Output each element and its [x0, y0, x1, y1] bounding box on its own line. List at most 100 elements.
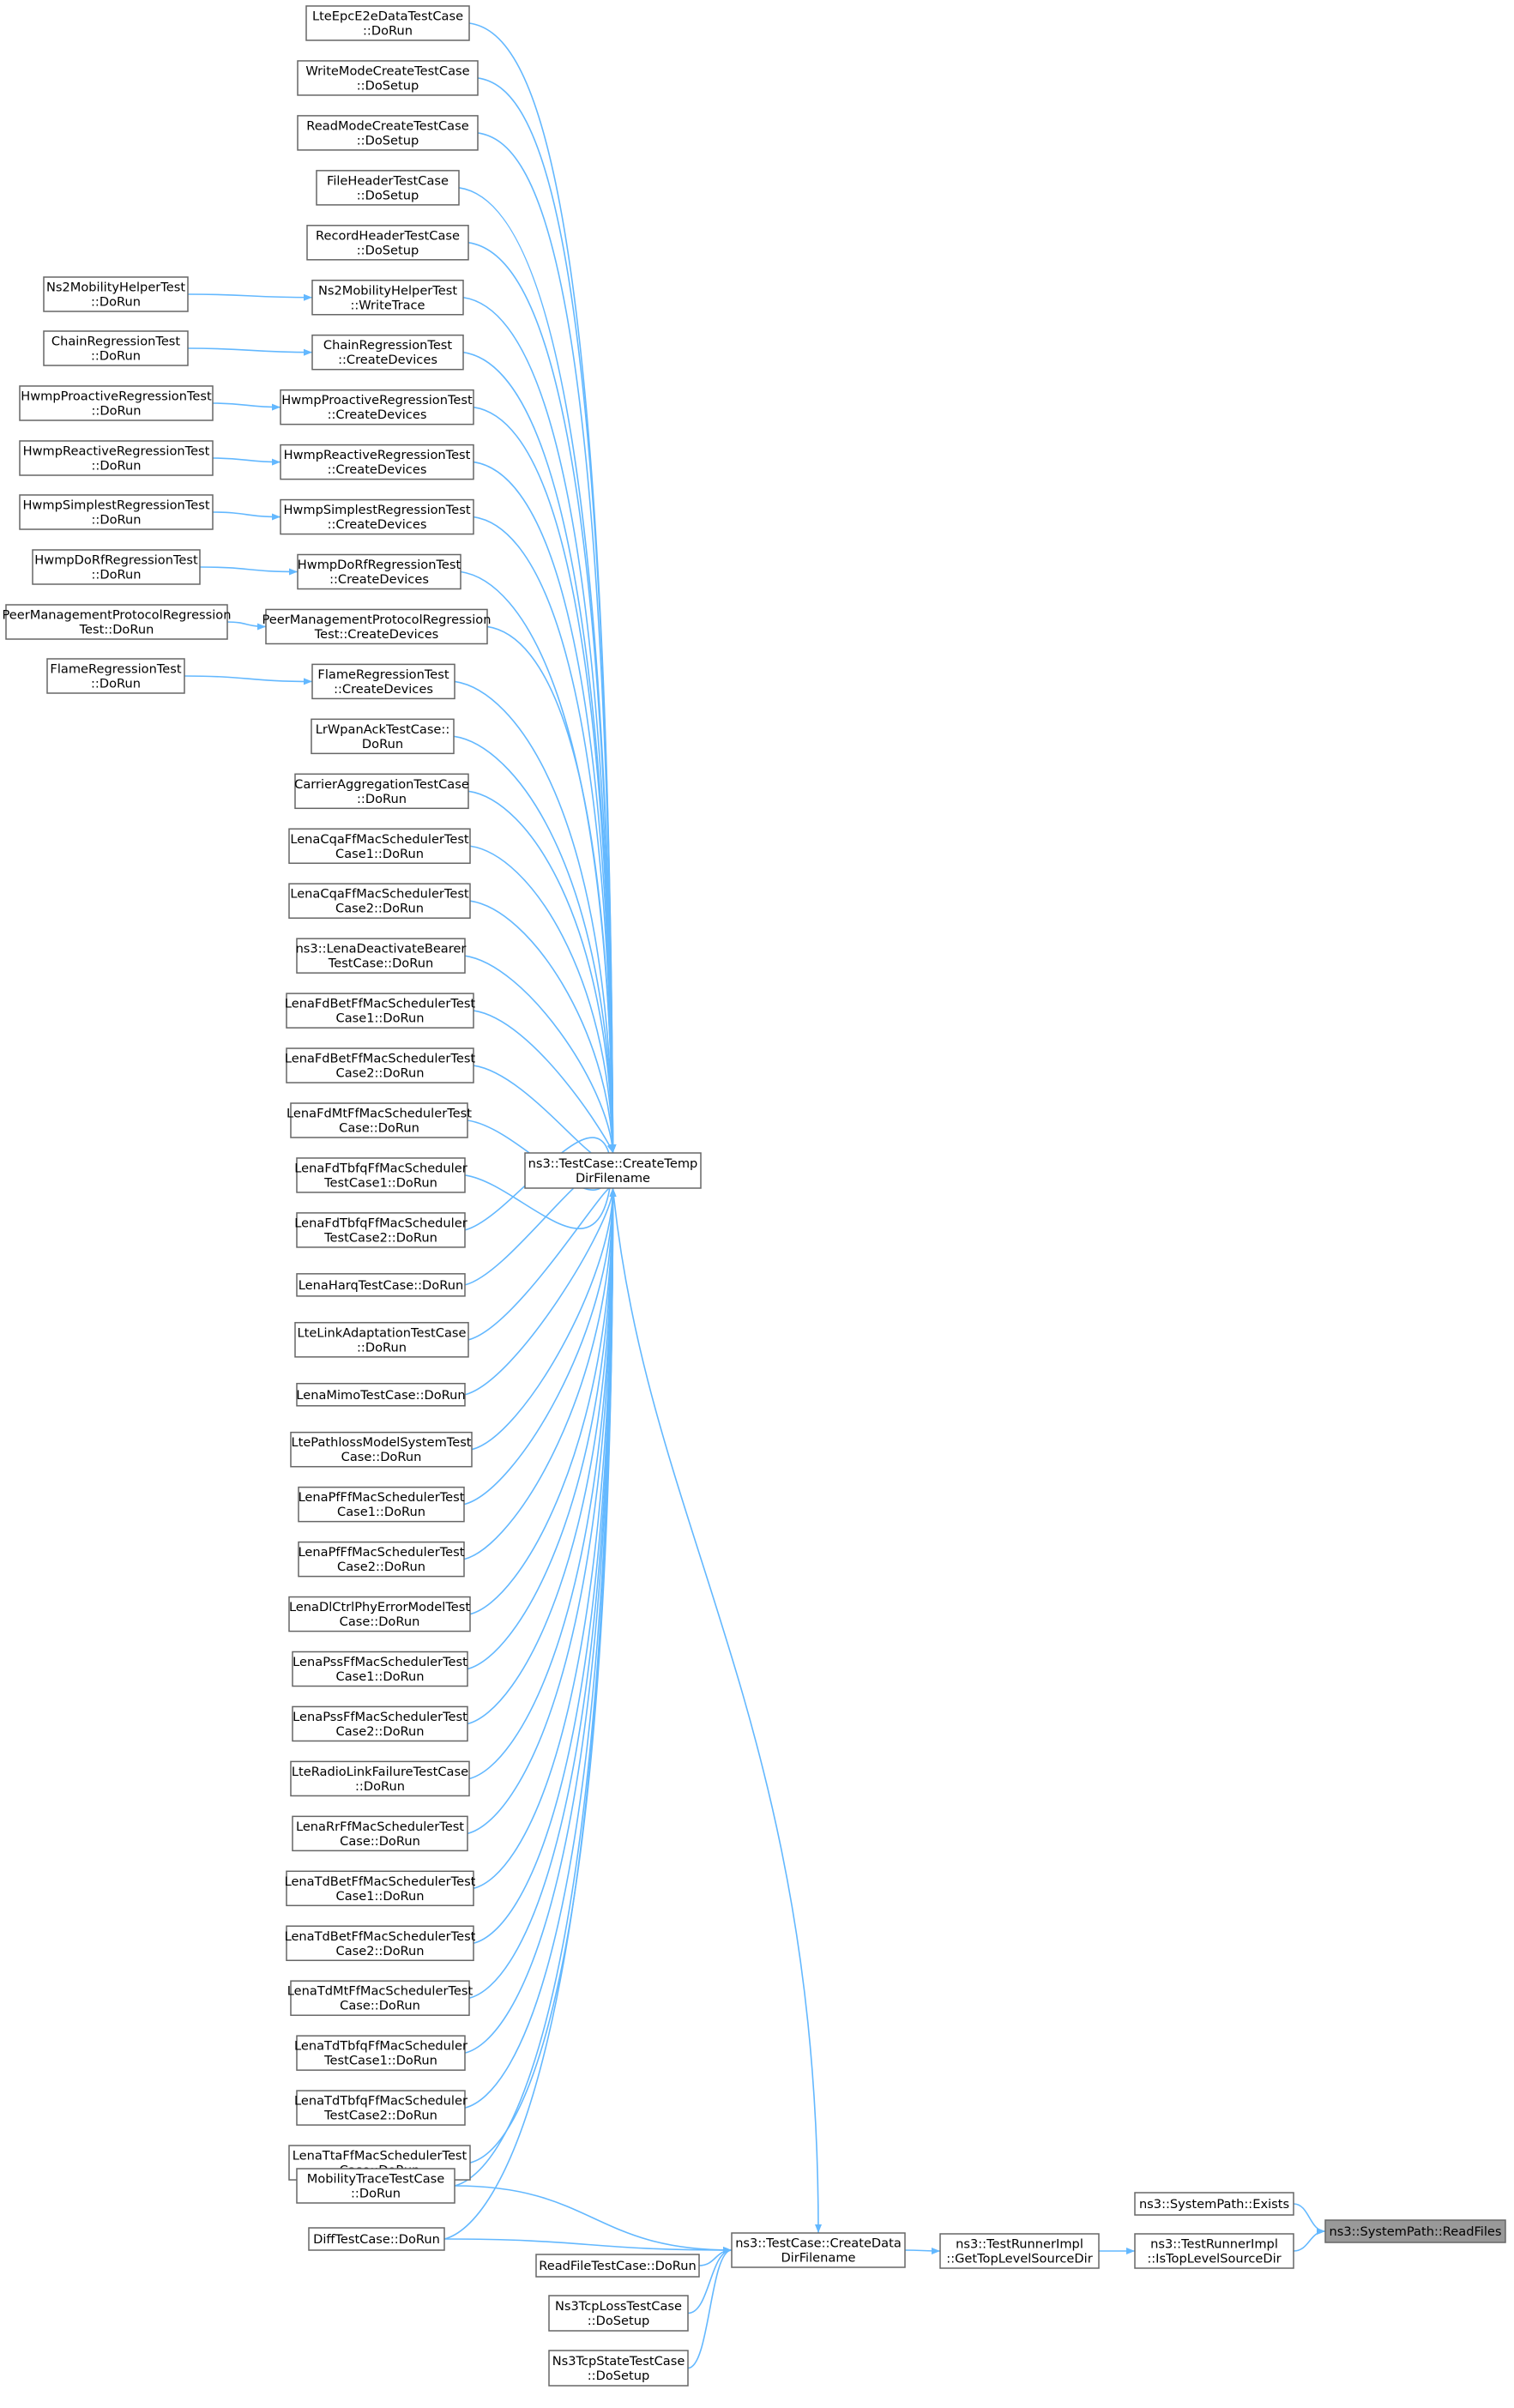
node-label-line: LtePathlossModelSystemTest — [291, 1435, 471, 1450]
node-n-hprun[interactable]: HwmpProactiveRegressionTest::DoRun — [19, 385, 214, 421]
node-n-harq[interactable]: LenaHarqTestCase::DoRun — [296, 1273, 466, 1297]
edge-n-pf2-to-createtemp — [463, 1187, 617, 1560]
node-label-line: Case::DoRun — [340, 1614, 420, 1629]
node-label-line: Case2::DoRun — [335, 902, 424, 916]
node-box — [265, 608, 488, 645]
node-n-fileheader[interactable]: FileHeaderTestCase::DoSetup — [316, 170, 460, 206]
node-box — [290, 1980, 470, 2016]
node-n-lteepc[interactable]: LteEpcE2eDataTestCase::DoRun — [305, 5, 470, 41]
edge-n-dlctrl-to-createtemp — [469, 1187, 617, 1615]
node-label-line: LrWpanAckTestCase:: — [316, 722, 450, 737]
node-label-line: TestCase1::DoRun — [323, 2054, 437, 2068]
node-n-chaincd[interactable]: ChainRegressionTest::CreateDevices — [311, 334, 464, 371]
edge-n-hpcd-to-createtemp — [473, 406, 617, 1154]
node-n-ns2run[interactable]: Ns2MobilityHelperTest::DoRun — [43, 276, 189, 312]
node-n-hsrun[interactable]: HwmpSimplestRegressionTest::DoRun — [19, 494, 214, 530]
edge-n-fdbet1-to-createtemp — [473, 1010, 614, 1154]
node-n-hdcd[interactable]: HwmpDoRfRegressionTest::CreateDevices — [297, 553, 461, 590]
node-n-hscd[interactable]: HwmpSimplestRegressionTest::CreateDevice… — [280, 498, 474, 535]
node-n-diff[interactable]: DiffTestCase::DoRun — [308, 2227, 445, 2251]
node-n-hrrun[interactable]: HwmpReactiveRegressionTest::DoRun — [19, 440, 214, 476]
node-label-line: ns3::TestCase::CreateData — [735, 2236, 902, 2251]
node-n-chainrun[interactable]: ChainRegressionTest::DoRun — [43, 330, 189, 366]
node-gettoplevel[interactable]: ns3::TestRunnerImpl::GetTopLevelSourceDi… — [939, 2233, 1100, 2269]
node-label-line: ::CreateDevices — [338, 353, 437, 367]
node-label-line: Ns3TcpLossTestCase — [555, 2299, 682, 2314]
node-n-ns2write[interactable]: Ns2MobilityHelperTest::WriteTrace — [311, 280, 464, 316]
node-exists[interactable]: ns3::SystemPath::Exists — [1134, 2192, 1294, 2216]
node-label-line: ::CreateDevices — [328, 407, 427, 422]
node-label-line: LteLinkAdaptationTestCase — [298, 1325, 467, 1340]
edge-n-hdcd-to-createtemp — [460, 570, 617, 1154]
node-n-tcpstate[interactable]: Ns3TcpStateTestCase::DoSetup — [548, 2350, 689, 2387]
edge-n-lteepc-to-createtemp — [468, 22, 617, 1154]
node-label-line: LenaDlCtrlPhyErrorModelTest — [289, 1600, 470, 1614]
node-box — [290, 1102, 468, 1138]
node-n-mimo[interactable]: LenaMimoTestCase::DoRun — [296, 1383, 466, 1407]
node-n-hdrun[interactable]: HwmpDoRfRegressionTest::DoRun — [32, 549, 201, 585]
node-n-pmrun[interactable]: PeerManagementProtocolRegressionTest::Do… — [2, 604, 232, 640]
node-box — [311, 280, 464, 316]
node-label-line: ns3::TestRunnerImpl — [1150, 2237, 1278, 2252]
node-label-line: ChainRegressionTest — [51, 335, 181, 349]
node-n-readfile[interactable]: ReadFileTestCase::DoRun — [535, 2254, 700, 2278]
node-box — [286, 993, 474, 1029]
node-label-line: Case::DoRun — [340, 1834, 420, 1849]
node-label-line: Case1::DoRun — [337, 1505, 425, 1519]
edge-n-deact-to-createtemp — [464, 955, 616, 1154]
node-label-line: FlameRegressionTest — [317, 667, 449, 682]
node-n-readmode[interactable]: ReadModeCreateTestCase::DoSetup — [297, 115, 479, 151]
node-n-flamecd[interactable]: FlameRegressionTest::CreateDevices — [311, 663, 455, 700]
edge-n-mobtrace-to-createdata — [454, 2185, 733, 2254]
node-n-rlf[interactable]: LteRadioLinkFailureTestCase::DoRun — [290, 1760, 470, 1797]
node-n-flamerun[interactable]: FlameRegressionTest::DoRun — [46, 658, 185, 694]
node-label-line: ::DoRun — [92, 513, 142, 528]
node-istoplevel[interactable]: ns3::TestRunnerImpl::IsTopLevelSourceDir — [1134, 2233, 1294, 2269]
edge-n-cqa1-to-createtemp — [469, 845, 617, 1154]
node-n-recordheader[interactable]: RecordHeaderTestCase::DoSetup — [306, 225, 469, 261]
node-n-mobtrace[interactable]: MobilityTraceTestCase::DoRun — [296, 2168, 455, 2204]
node-n-linkadapt[interactable]: LteLinkAdaptationTestCase::DoRun — [294, 1322, 469, 1358]
node-n-carrier[interactable]: CarrierAggregationTestCase::DoRun — [294, 773, 469, 810]
node-label-line: Case1::DoRun — [336, 1011, 425, 1026]
node-n-hrcd[interactable]: HwmpReactiveRegressionTest::CreateDevice… — [280, 444, 474, 480]
node-box — [46, 658, 185, 694]
node-label-line: Case::DoRun — [339, 1121, 419, 1136]
node-label-line: ns3::LenaDeactivateBearer — [296, 942, 467, 957]
node-box — [731, 2232, 906, 2268]
node-n-tcploss[interactable]: Ns3TcpLossTestCase::DoSetup — [548, 2295, 689, 2332]
edge-n-fileheader-to-createtemp — [458, 187, 617, 1154]
node-n-lrwpan[interactable]: LrWpanAckTestCase::DoRun — [311, 718, 455, 755]
node-n-hpcd[interactable]: HwmpProactiveRegressionTest::CreateDevic… — [280, 389, 474, 425]
node-n-writemode[interactable]: WriteModeCreateTestCase::DoSetup — [297, 60, 479, 96]
node-label-line: LenaFdBetFfMacSchedulerTest — [285, 997, 476, 1011]
node-n-pmcd[interactable]: PeerManagementProtocolRegressionTest::Cr… — [262, 608, 492, 645]
node-label-line: Case2::DoRun — [336, 1066, 425, 1081]
edge-n-fdbet2-to-createtemp — [473, 1065, 616, 1162]
node-label-line: ::DoSetup — [588, 2314, 649, 2328]
node-label-line: LenaTdBetFfMacSchedulerTest — [285, 1874, 476, 1889]
root-node[interactable]: ns3::SystemPath::ReadFiles — [1324, 2219, 1506, 2243]
